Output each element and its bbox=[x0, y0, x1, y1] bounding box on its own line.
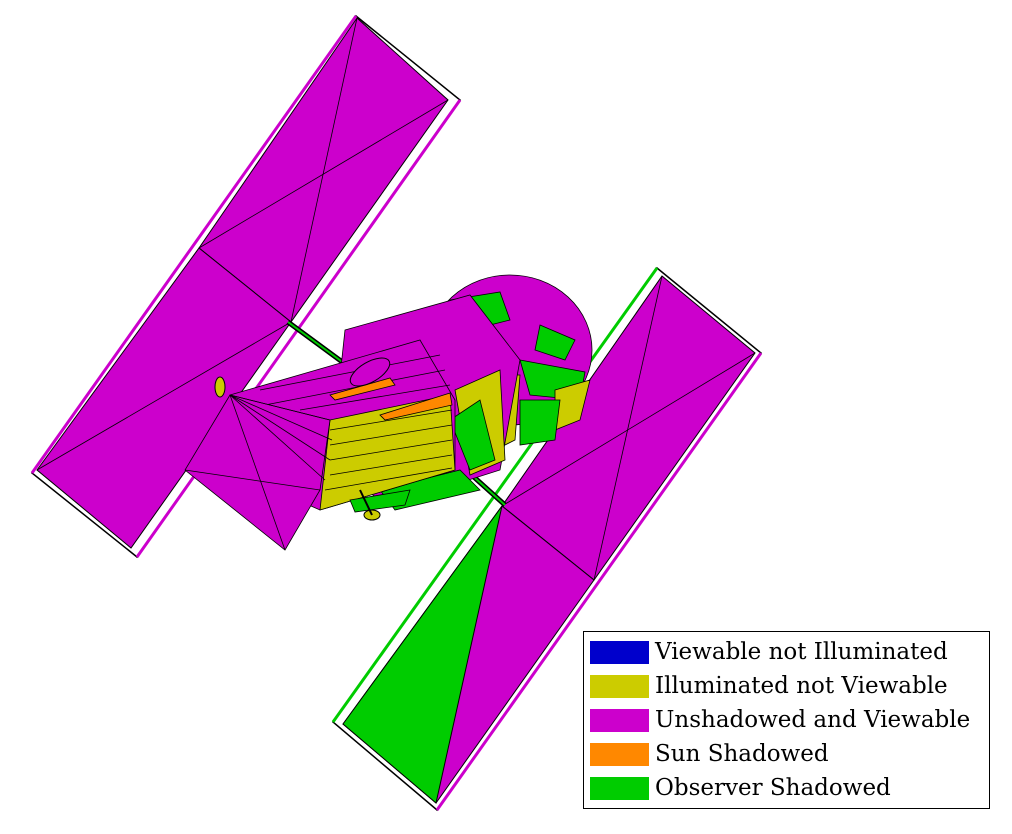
right-array-observer-shadow bbox=[342, 505, 503, 804]
tube-line-2 bbox=[329, 424, 453, 446]
legend-item-viewable-not-illuminated: Viewable not Illuminated bbox=[590, 638, 948, 666]
legend-label: Illuminated not Viewable bbox=[655, 673, 948, 699]
door-fan-2 bbox=[229, 394, 333, 441]
left-solar-array bbox=[30, 14, 462, 559]
bottom-antenna-mast bbox=[359, 489, 373, 516]
aperture-door bbox=[184, 394, 333, 551]
tube-line-1 bbox=[329, 409, 453, 431]
equipment-green-2 bbox=[449, 399, 496, 471]
forward-tube-yellow bbox=[319, 394, 456, 511]
tube-green-strip bbox=[349, 489, 411, 513]
legend-label: Observer Shadowed bbox=[655, 775, 891, 801]
aft-drum-green-4 bbox=[519, 399, 561, 446]
door-fan-3 bbox=[229, 394, 331, 461]
legend-swatch bbox=[590, 674, 649, 698]
legend-swatch bbox=[590, 640, 649, 664]
left-antenna-dish bbox=[214, 376, 226, 398]
legend-label: Viewable not Illuminated bbox=[655, 639, 948, 665]
legend-swatch bbox=[590, 742, 649, 766]
sun-shadow-strip-2 bbox=[379, 392, 453, 421]
tube-line-5 bbox=[324, 467, 453, 491]
legend-label: Sun Shadowed bbox=[655, 741, 829, 767]
right-upper-diagonal bbox=[593, 275, 663, 581]
left-array-edge-strip-2 bbox=[30, 15, 358, 474]
door-fan-4 bbox=[229, 394, 326, 481]
legend-label: Unshadowed and Viewable bbox=[655, 707, 971, 733]
right-array-edge-strip-2 bbox=[435, 352, 763, 811]
door-fan-6 bbox=[229, 394, 286, 551]
antennas bbox=[214, 357, 391, 521]
tube-line-6 bbox=[259, 354, 441, 391]
left-upper-diagonal bbox=[290, 17, 358, 323]
tube-line-4 bbox=[329, 454, 453, 476]
legend-item-sun-shadowed: Sun Shadowed bbox=[590, 740, 829, 768]
legend-item-illuminated-not-viewable: Illuminated not Viewable bbox=[590, 672, 948, 700]
door-fan-1 bbox=[229, 394, 331, 421]
legend-swatch bbox=[590, 776, 649, 800]
legend-item-unshadowed-and-viewable: Unshadowed and Viewable bbox=[590, 706, 970, 734]
right-solar-array bbox=[331, 266, 763, 812]
tube-line-7 bbox=[264, 369, 446, 406]
left-array-lower-panel bbox=[36, 247, 292, 549]
legend-swatch bbox=[590, 708, 649, 732]
legend-item-observer-shadowed: Observer Shadowed bbox=[590, 774, 891, 802]
aft-drum-green-3 bbox=[534, 324, 576, 361]
tube-line-8 bbox=[299, 384, 451, 411]
tube-line-3 bbox=[329, 439, 453, 461]
left-lower-diagonal bbox=[36, 321, 292, 471]
legend: Viewable not Illuminated Illuminated not… bbox=[583, 631, 990, 809]
left-upper-diagonal-2 bbox=[198, 99, 449, 249]
right-upper-diagonal-2 bbox=[501, 352, 756, 507]
door-fan-5 bbox=[184, 469, 321, 491]
top-antenna-dish bbox=[349, 357, 391, 387]
